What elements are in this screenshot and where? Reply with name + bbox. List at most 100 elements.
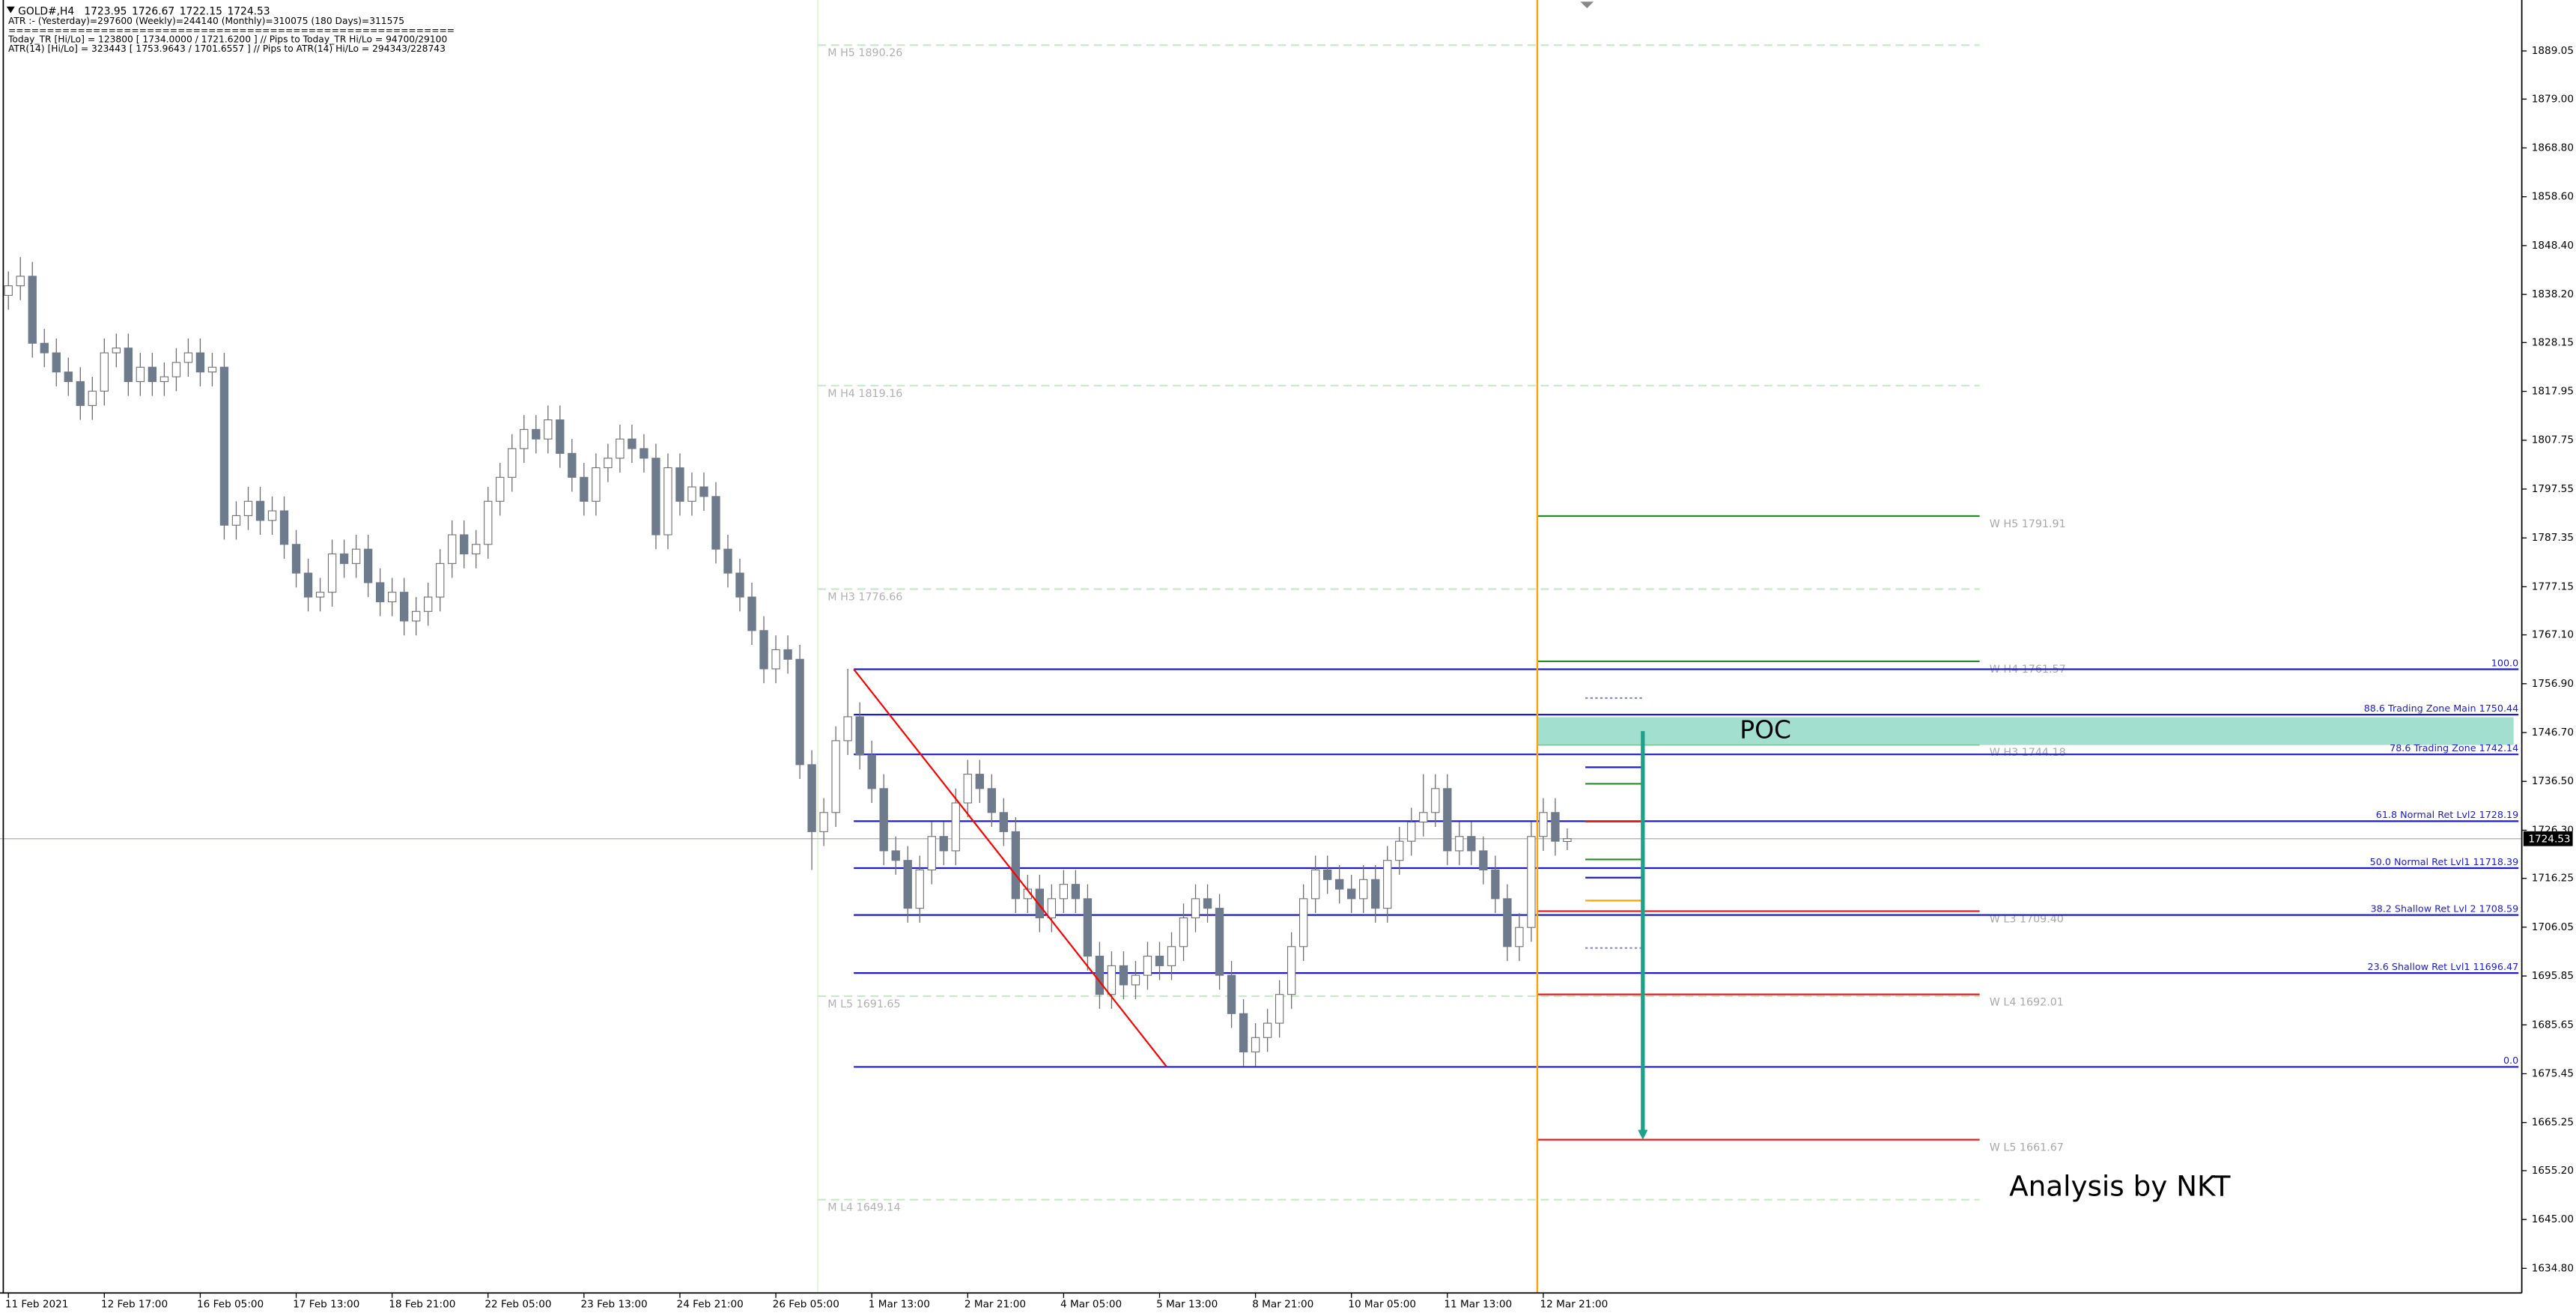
y-tick-label: 1858.60 [2532, 191, 2574, 203]
x-tick-label: 11 Mar 13:00 [1444, 1299, 1512, 1311]
target-arrow-head [1638, 1129, 1648, 1140]
y-tick-label: 1685.65 [2532, 1019, 2574, 1031]
x-tick-label: 12 Feb 17:00 [101, 1299, 168, 1311]
candle-body [1335, 879, 1344, 890]
candle-body [351, 548, 361, 564]
candle-body [411, 610, 421, 622]
candle-body [315, 592, 325, 598]
x-tick-label: 18 Feb 21:00 [389, 1299, 455, 1311]
scroll-marker [1580, 1, 1594, 8]
candle-body [520, 428, 529, 449]
candle-body [1395, 840, 1404, 861]
candle-body [987, 788, 996, 813]
y-tick-label: 1675.45 [2532, 1068, 2574, 1080]
candle-body [687, 486, 696, 502]
y-tick-label: 1645.00 [2532, 1213, 2574, 1225]
candle-body [975, 774, 984, 789]
monthly-level-label: M H5 1890.26 [827, 47, 902, 59]
y-tick-label: 1746.70 [2532, 727, 2574, 739]
candle-body [339, 554, 349, 564]
candle-body [1431, 788, 1440, 813]
y-tick-label: 1787.35 [2532, 532, 2574, 544]
x-tick-label: 22 Feb 05:00 [484, 1299, 551, 1311]
weekly-level-label: W L4 1692.01 [1990, 997, 2064, 1009]
candle-body [831, 740, 840, 813]
candle-body [1527, 836, 1536, 928]
poc-label: POC [1740, 715, 1791, 745]
candle-body [1071, 884, 1081, 900]
candle-body [279, 510, 289, 545]
candle-body [1467, 836, 1476, 852]
candle-body [219, 366, 229, 526]
weekly-level-label: W H5 1791.91 [1990, 518, 2066, 530]
candle-body [255, 500, 265, 521]
candle-body [807, 764, 816, 832]
candle-body [628, 438, 637, 449]
x-tick-label: 10 Mar 05:00 [1348, 1299, 1416, 1311]
fib-level-label: 0.0 [2503, 1055, 2518, 1066]
candle-body [1275, 994, 1284, 1024]
candle-body [52, 352, 61, 373]
candle-body [1515, 927, 1524, 947]
header-quote: GOLD#,H4 1723.95 1726.67 1722.15 1724.53 [18, 5, 270, 17]
x-tick-label: 4 Mar 05:00 [1060, 1299, 1122, 1311]
candle-body [28, 276, 37, 344]
candle-body [1227, 974, 1236, 1014]
fib-level-label: 38.2 Shallow Ret Lvl 2 1708.59 [2371, 903, 2519, 914]
candle-body [855, 716, 864, 756]
weekly-level-label: W L3 1709.40 [1990, 913, 2064, 925]
y-tick-label: 1736.50 [2532, 775, 2574, 787]
fib-level-label: 88.6 Trading Zone Main 1750.44 [2364, 703, 2519, 714]
candle-body [1479, 850, 1488, 871]
candle-body [136, 366, 145, 382]
candle-body [508, 448, 517, 478]
candle-body [1298, 898, 1308, 947]
candle-body [399, 592, 409, 622]
header-line: Today_TR [Hi/Lo] = 123800 [ 1734.0000 / … [7, 34, 447, 45]
candle-body [1551, 812, 1560, 842]
candle-body [1347, 888, 1356, 900]
candle-body [424, 596, 433, 612]
y-tick-label: 1756.90 [2532, 678, 2574, 690]
x-tick-label: 23 Feb 13:00 [580, 1299, 647, 1311]
candle-body [148, 366, 157, 382]
candle-body [1371, 879, 1380, 909]
candle-body [927, 836, 936, 871]
candle-body [1263, 1022, 1272, 1038]
y-tick-label: 1634.80 [2532, 1262, 2574, 1274]
candle-body [1503, 898, 1512, 947]
levels-layer: M H5 1890.26 M H4 1819.16 M H3 1776.66 M L5… [0, 0, 2522, 1294]
candle-body [915, 869, 924, 909]
candle-body [699, 486, 708, 497]
candle-body [387, 592, 397, 603]
candle-body [651, 458, 660, 536]
candle-body [40, 342, 49, 354]
x-tick-label: 26 Feb 05:00 [773, 1299, 839, 1311]
candle-body [375, 582, 385, 603]
header-line: ========================================… [8, 25, 455, 35]
candle-body [1119, 965, 1128, 986]
menu-marker [6, 6, 15, 13]
candle-body [1095, 956, 1105, 995]
candle-body [448, 534, 457, 564]
candle-body [843, 716, 852, 742]
candle-body [1035, 888, 1045, 918]
candle-body [363, 548, 373, 583]
candles-layer [4, 257, 1572, 1067]
candle-body [1143, 956, 1152, 976]
x-tick-label: 16 Feb 05:00 [197, 1299, 264, 1311]
candle-body [735, 572, 744, 598]
poc-zone [1537, 717, 2514, 745]
candle-body [592, 467, 601, 502]
candle-body [472, 544, 481, 555]
candle-body [4, 285, 13, 296]
candle-body [1239, 1013, 1248, 1052]
candle-body [556, 419, 565, 454]
y-tick-label: 1655.20 [2532, 1165, 2574, 1177]
y-tick-label: 1797.55 [2532, 483, 2574, 495]
candle-body [327, 554, 337, 593]
candle-body [1155, 956, 1164, 966]
fib-level-label: 23.6 Shallow Ret Lvl1 11696.47 [2368, 961, 2519, 972]
